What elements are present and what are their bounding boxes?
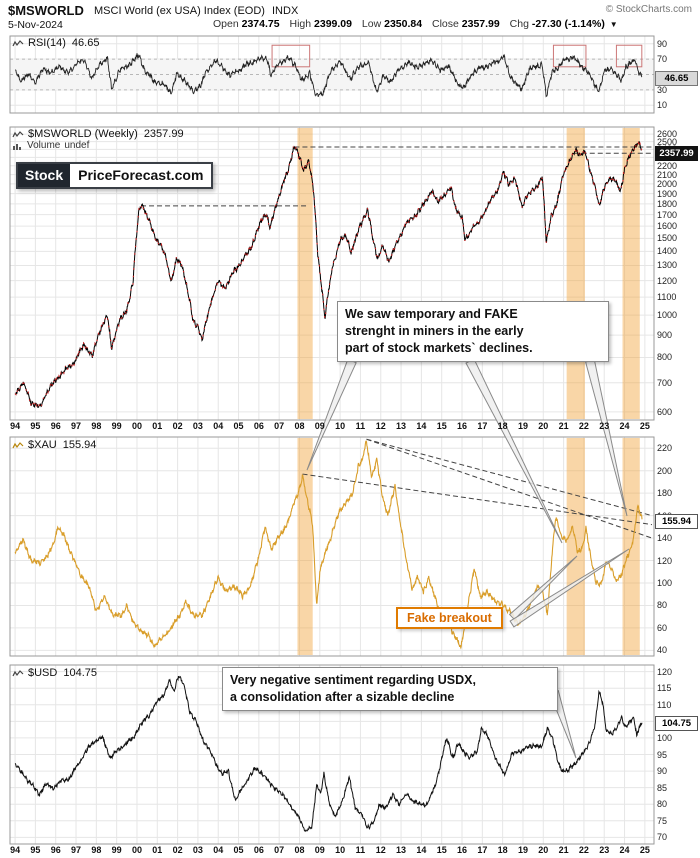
symbol-description: MSCI World (ex USA) Index (EOD) — [94, 5, 265, 17]
msworld-current-value: 2357.99 — [143, 128, 184, 140]
close-value: 2357.99 — [461, 18, 500, 30]
fake-breakout-label: Fake breakout — [396, 607, 503, 629]
down-triangle-icon: ▼ — [609, 20, 618, 29]
rsi-panel-label: RSI(14) 46.65 — [12, 37, 99, 49]
volume-label-row: Volume undef — [12, 140, 89, 151]
xau-current-value: 155.94 — [62, 439, 97, 451]
stockpriceforecast-watermark: Stock PriceForecast.com — [16, 162, 214, 189]
usd-value-tag: 104.75 — [655, 716, 698, 731]
open-value: 2374.75 — [241, 18, 280, 30]
xau-title: $XAU — [28, 439, 57, 451]
msworld-title: $MSWORLD (Weekly) — [28, 128, 138, 140]
symbol-title: $MSWORLD — [8, 3, 84, 18]
usd-panel-label: $USD 104.75 — [12, 667, 97, 679]
line-series-icon — [12, 669, 24, 676]
volume-value: undef — [64, 140, 90, 151]
low-value: 2350.84 — [384, 18, 423, 30]
high-value: 2399.09 — [314, 18, 352, 30]
open-label: Open — [213, 18, 239, 30]
msworld-panel-label: $MSWORLD (Weekly) 2357.99 — [12, 128, 184, 140]
rsi-title: RSI(14) — [28, 37, 66, 49]
volume-bars-icon — [13, 143, 21, 150]
low-label: Low — [361, 18, 382, 30]
xau-value-tag: 155.94 — [655, 514, 698, 529]
line-series-icon — [12, 130, 24, 137]
msworld-price-tag: 2357.99 — [655, 146, 698, 161]
stockcharts-copyright: © StockCharts.com — [605, 4, 692, 15]
usdx-annotation: Very negative sentiment regarding USDX, … — [222, 667, 558, 711]
usd-title: $USD — [28, 667, 58, 679]
watermark-left: Stock — [18, 164, 71, 187]
volume-label: Volume — [27, 140, 61, 151]
quote-date: 5-Nov-2024 — [8, 19, 63, 31]
exchange-tag: INDX — [272, 5, 299, 17]
miners-annotation: We saw temporary and FAKE strenght in mi… — [337, 301, 609, 362]
chg-value: -27.30 (-1.14%) — [531, 18, 605, 30]
close-label: Close — [432, 18, 459, 30]
xau-panel-label: $XAU 155.94 — [12, 439, 96, 451]
quote-line: Open 2374.75 High 2399.09 Low 2350.84 Cl… — [213, 18, 618, 30]
high-label: High — [289, 18, 312, 30]
line-series-icon — [12, 441, 24, 448]
rsi-value-tag: 46.65 — [655, 71, 698, 86]
rsi-current-value: 46.65 — [71, 37, 100, 49]
watermark-right: PriceForecast.com — [70, 164, 212, 187]
usd-current-value: 104.75 — [63, 667, 97, 679]
line-series-icon — [12, 39, 24, 46]
chg-label: Chg — [509, 18, 529, 30]
